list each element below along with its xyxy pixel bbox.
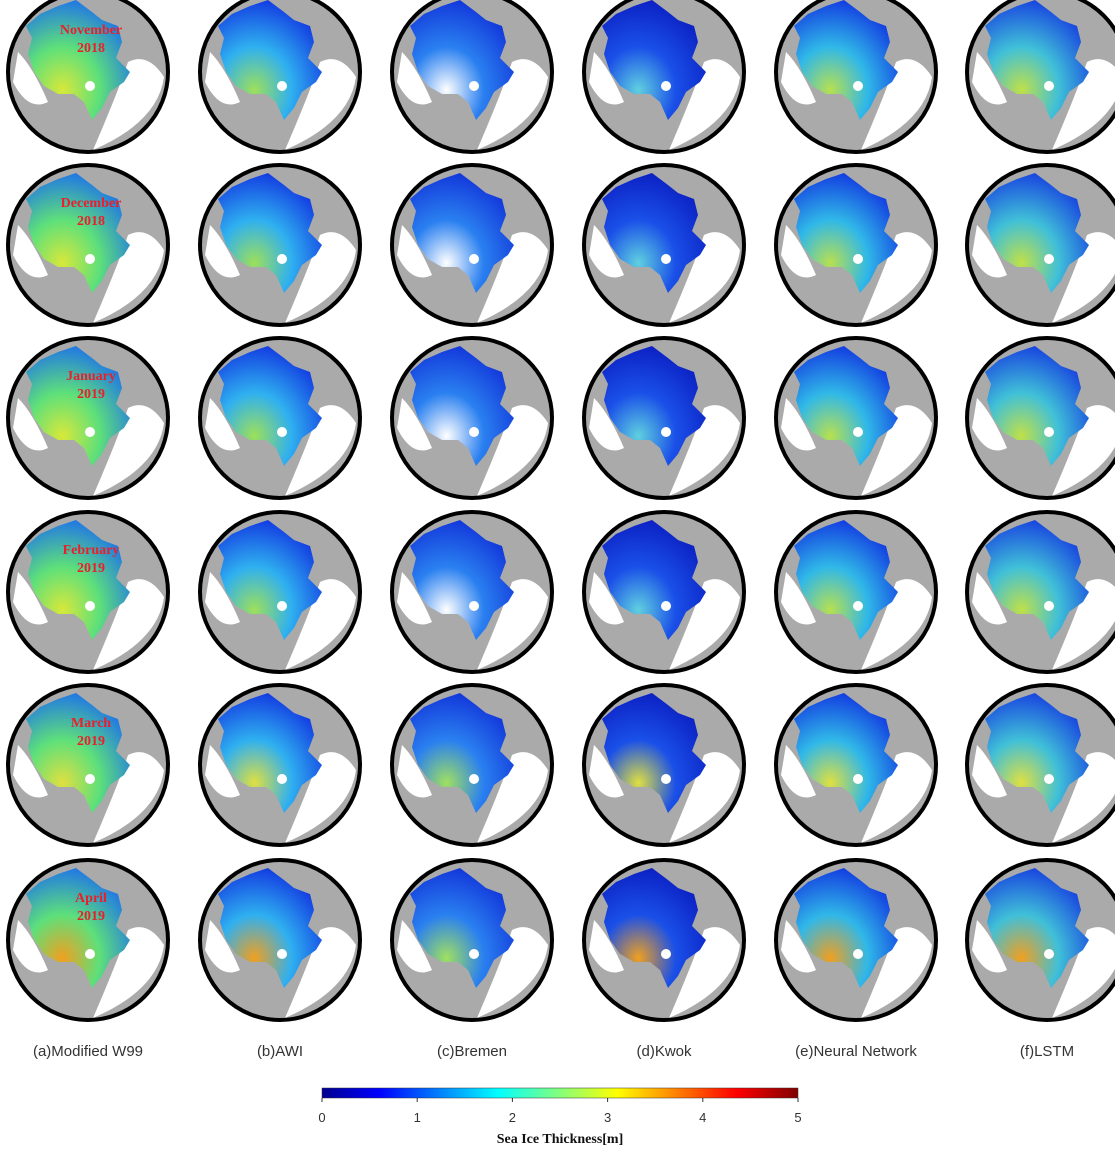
polar-map [967,860,1115,1020]
polar-map [392,512,552,672]
polar-map [8,165,168,325]
pole-hole [661,949,671,959]
pole-hole [85,254,95,264]
column-label: (c)Bremen [437,1043,507,1060]
row-month: January [66,369,116,384]
pole-hole [277,774,287,784]
pole-hole [85,949,95,959]
polar-map [776,512,936,672]
row-month: November [60,23,122,38]
row-year: 2018 [77,214,105,229]
row-year: 2019 [77,909,105,924]
row-year: 2019 [77,387,105,402]
row-year: 2019 [77,734,105,749]
polar-map [776,685,936,845]
pole-hole [1044,601,1054,611]
colorbar-title: Sea Ice Thickness[m] [497,1132,624,1147]
polar-map [200,512,360,672]
polar-map [392,860,552,1020]
polar-map [8,685,168,845]
pole-hole [1044,949,1054,959]
polar-map [392,338,552,498]
pole-hole [469,427,479,437]
pole-hole [1044,254,1054,264]
polar-map [776,860,936,1020]
pole-hole [469,81,479,91]
row-year: 2019 [77,561,105,576]
polar-map [584,685,744,845]
pole-hole [853,254,863,264]
pole-hole [277,601,287,611]
polar-map [584,338,744,498]
polar-map [776,0,936,152]
pole-hole [85,601,95,611]
polar-map [200,338,360,498]
polar-map [967,512,1115,672]
pole-hole [661,81,671,91]
polar-map [392,685,552,845]
pole-hole [469,949,479,959]
pole-hole [1044,427,1054,437]
polar-map [8,338,168,498]
pole-hole [853,774,863,784]
polar-map [200,0,360,152]
polar-map [776,338,936,498]
column-label: (e)Neural Network [795,1043,917,1060]
colorbar-tick-label: 4 [699,1110,706,1125]
row-month: February [63,543,120,558]
pole-hole [853,601,863,611]
polar-map [8,512,168,672]
polar-map [584,860,744,1020]
column-label: (a)Modified W99 [33,1043,143,1060]
column-label: (b)AWI [257,1043,303,1060]
polar-map [584,512,744,672]
pole-hole [277,949,287,959]
polar-map [8,860,168,1020]
colorbar-tick-label: 1 [414,1110,421,1125]
polar-map [392,0,552,152]
column-label: (d)Kwok [636,1043,692,1060]
pole-hole [661,774,671,784]
polar-map [200,685,360,845]
polar-map [967,338,1115,498]
colorbar-tick-label: 0 [318,1110,325,1125]
polar-map [967,0,1115,152]
pole-hole [85,427,95,437]
polar-map [584,0,744,152]
row-month: December [61,196,122,211]
polar-map [584,165,744,325]
colorbar [322,1088,798,1098]
pole-hole [1044,774,1054,784]
polar-map [200,860,360,1020]
pole-hole [1044,81,1054,91]
pole-hole [277,254,287,264]
pole-hole [469,601,479,611]
polar-map [967,165,1115,325]
pole-hole [277,427,287,437]
colorbar-tick-label: 3 [604,1110,611,1125]
row-month: April [75,891,107,906]
pole-hole [853,427,863,437]
colorbar-tick-label: 5 [794,1110,801,1125]
pole-hole [469,254,479,264]
pole-hole [853,949,863,959]
pole-hole [85,774,95,784]
pole-hole [469,774,479,784]
polar-map [392,165,552,325]
colorbar-tick-label: 2 [509,1110,516,1125]
pole-hole [661,254,671,264]
column-label: (f)LSTM [1020,1043,1074,1060]
polar-map [200,165,360,325]
pole-hole [853,81,863,91]
row-year: 2018 [77,41,105,56]
row-month: March [71,716,111,731]
pole-hole [661,427,671,437]
polar-map [776,165,936,325]
figure: Sea Ice Thickness[m] November 2018 Decembe… [0,0,1115,1155]
pole-hole [661,601,671,611]
polar-map [967,685,1115,845]
pole-hole [85,81,95,91]
pole-hole [277,81,287,91]
